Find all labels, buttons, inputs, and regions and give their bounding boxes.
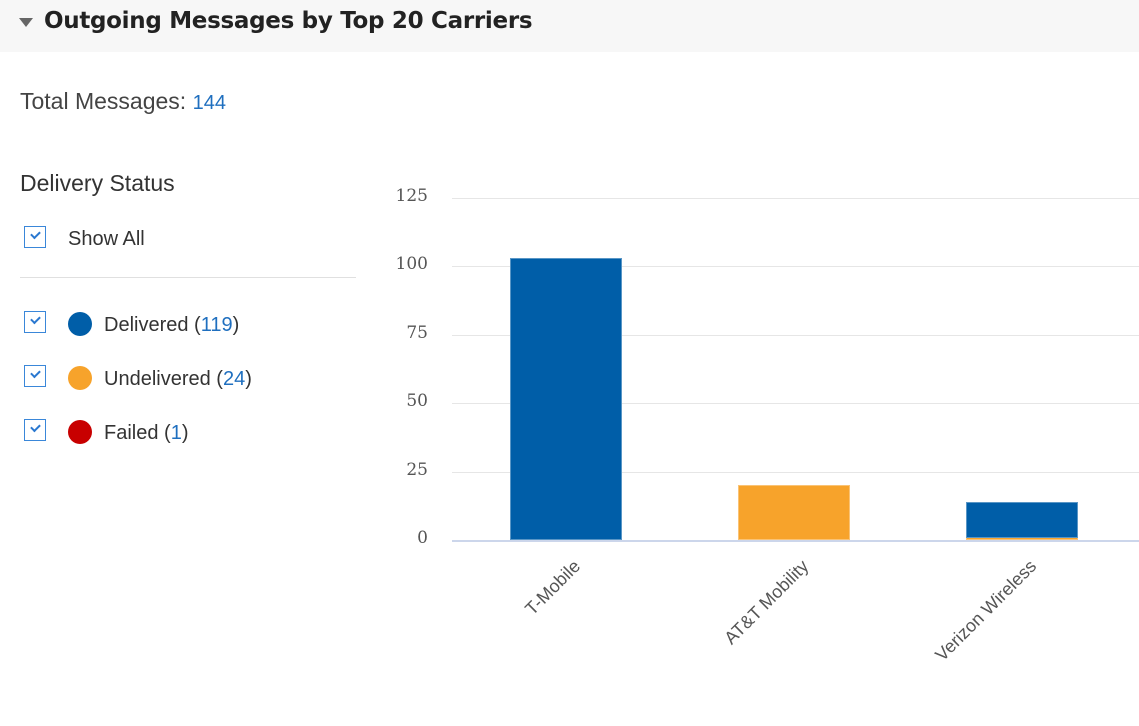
legend-item-failed[interactable]: Failed (1) (104, 422, 189, 444)
y-axis-tick-label: 100 (395, 254, 428, 274)
x-axis-category-label: Verizon Wireless (931, 556, 1041, 665)
show-all-label[interactable]: Show All (68, 228, 145, 250)
legend-item-undelivered[interactable]: Undelivered (24) (104, 368, 252, 390)
gridline (452, 198, 1139, 199)
bar-delivered-t-mobile[interactable] (510, 258, 622, 540)
section-title: Outgoing Messages by Top 20 Carriers (44, 8, 533, 34)
y-axis-tick-label: 25 (406, 460, 428, 480)
gridline (452, 403, 1139, 404)
gridline (452, 335, 1139, 336)
gridline (452, 472, 1139, 473)
y-axis-tick-label: 125 (395, 186, 428, 206)
legend-item-delivered[interactable]: Delivered (119) (104, 314, 240, 336)
delivered-color-dot-icon (68, 312, 92, 336)
y-axis-tick-label: 75 (406, 323, 428, 343)
y-axis-tick-label: 0 (417, 528, 428, 548)
legend-title: Delivery Status (20, 170, 175, 196)
caret-down-icon[interactable] (19, 18, 33, 27)
bar-undelivered-at-t-mobility[interactable] (738, 485, 850, 540)
x-axis-category-label: AT&T Mobility (719, 556, 813, 649)
failed-checkbox[interactable] (24, 419, 46, 441)
total-messages-label: Total Messages: (20, 88, 187, 114)
delivered-checkbox[interactable] (24, 311, 46, 333)
gridline (452, 266, 1139, 267)
x-axis-category-label: T-Mobile (521, 556, 585, 619)
undelivered-color-dot-icon (68, 366, 92, 390)
y-axis-tick-label: 50 (406, 391, 428, 411)
undelivered-checkbox[interactable] (24, 365, 46, 387)
failed-color-dot-icon (68, 420, 92, 444)
bar-delivered-verizon-wireless[interactable] (966, 502, 1078, 538)
total-messages-value: 144 (192, 92, 226, 114)
x-axis-line (452, 540, 1139, 542)
total-messages: Total Messages: 144 (20, 88, 226, 115)
legend-divider (20, 277, 356, 278)
section-header[interactable]: Outgoing Messages by Top 20 Carriers (0, 0, 1139, 52)
show-all-checkbox[interactable] (24, 226, 46, 248)
